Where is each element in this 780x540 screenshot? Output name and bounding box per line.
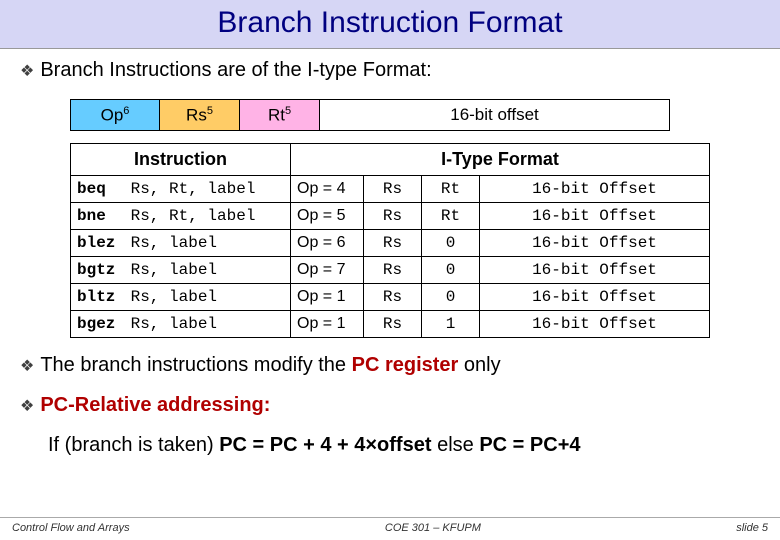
line2-text: The branch instructions modify the PC re…	[40, 354, 500, 377]
table-row: bgez Rs, label	[70, 311, 290, 338]
table-row: Op = 5RsRt16-bit Offset	[290, 203, 710, 230]
page-title: Branch Instruction Format	[0, 6, 780, 40]
line3-text: PC-Relative addressing:	[40, 394, 270, 417]
footer-left: Control Flow and Arrays	[12, 522, 130, 534]
intro-bullet: ❖ Branch Instructions are of the I-type …	[20, 59, 760, 85]
bullet-icon: ❖	[20, 354, 34, 380]
title-bar: Branch Instruction Format	[0, 0, 780, 49]
table-row: Op = 7Rs016-bit Offset	[290, 257, 710, 284]
table-row: Op = 1Rs116-bit Offset	[290, 311, 710, 338]
table-row: beq Rs, Rt, label	[70, 176, 290, 203]
footer-right: slide 5	[736, 522, 768, 534]
bullet-icon: ❖	[20, 394, 34, 420]
table-row: blez Rs, label	[70, 230, 290, 257]
table-row: Op = 4RsRt16-bit Offset	[290, 176, 710, 203]
instr-header: Instruction	[70, 143, 290, 176]
instruction-table: Instruction beq Rs, Rt, labelbne Rs, Rt,…	[70, 143, 710, 338]
format-diagram: Op6 Rs5 Rt5 16-bit offset	[70, 99, 670, 131]
content-area: ❖ Branch Instructions are of the I-type …	[0, 49, 780, 457]
format-rt: Rt5	[240, 99, 320, 131]
intro-text: Branch Instructions are of the I-type Fo…	[40, 59, 431, 82]
format-header: I-Type Format	[290, 143, 710, 176]
line2-bullet: ❖ The branch instructions modify the PC …	[20, 354, 760, 380]
footer-center: COE 301 – KFUPM	[385, 522, 481, 534]
table-row: Op = 6Rs016-bit Offset	[290, 230, 710, 257]
line4-text: If (branch is taken) PC = PC + 4 + 4×off…	[48, 434, 760, 457]
instruction-column: Instruction beq Rs, Rt, labelbne Rs, Rt,…	[70, 143, 290, 338]
format-offset: 16-bit offset	[320, 99, 670, 131]
bullet-icon: ❖	[20, 59, 34, 85]
table-row: bgtz Rs, label	[70, 257, 290, 284]
line3-bullet: ❖ PC-Relative addressing:	[20, 394, 760, 420]
format-op: Op6	[70, 99, 160, 131]
slide-footer: Control Flow and Arrays COE 301 – KFUPM …	[0, 517, 780, 534]
format-rs: Rs5	[160, 99, 240, 131]
format-column: I-Type Format Op = 4RsRt16-bit OffsetOp …	[290, 143, 710, 338]
table-row: bne Rs, Rt, label	[70, 203, 290, 230]
table-row: bltz Rs, label	[70, 284, 290, 311]
table-row: Op = 1Rs016-bit Offset	[290, 284, 710, 311]
